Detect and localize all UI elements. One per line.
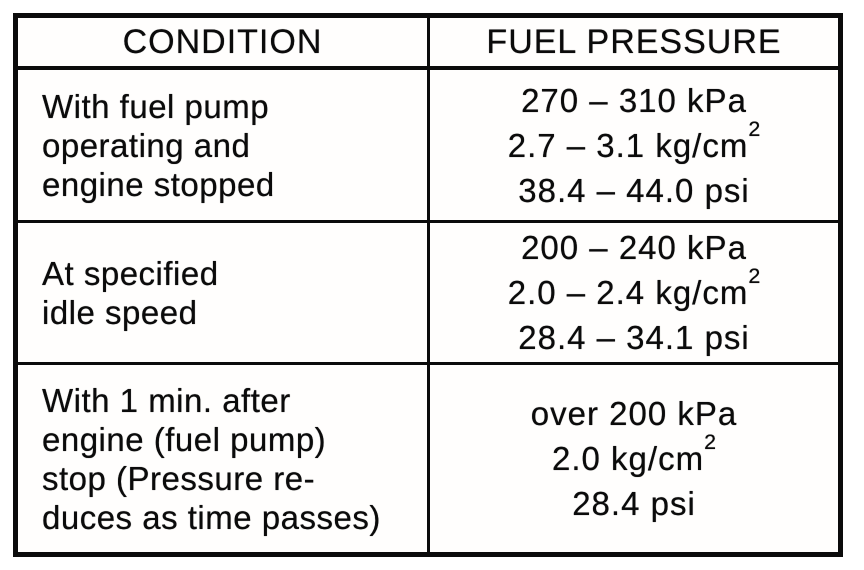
condition-cell-row2: At specified idle speed [18,223,430,365]
condition-cell-row3: With 1 min. after engine (fuel pump) sto… [18,365,430,552]
header-condition-label: CONDITION [122,22,323,61]
pressure-psi-value: 38.4 – 44.0 psi [518,171,750,209]
pressure-cell-row3: over 200 kPa 2.0 kg/cm2 28.4 psi [430,365,838,552]
condition-cell-row1: With fuel pump operating and engine stop… [18,70,430,223]
condition-line: At specified [42,254,219,292]
pressure-kgcm-text: 2.0 – 2.4 kg/cm [507,274,749,311]
fuel-pressure-table: CONDITION FUEL PRESSURE With fuel pump o… [13,13,843,557]
superscript-two: 2 [704,430,716,454]
condition-line: engine stopped [42,165,275,203]
condition-line: stop (Pressure re- [42,459,316,497]
header-fuel-pressure-label: FUEL PRESSURE [486,22,782,61]
pressure-psi-value: 28.4 psi [572,485,696,522]
pressure-cell-row2: 200 – 240 kPa 2.0 – 2.4 kg/cm2 28.4 – 34… [430,223,838,365]
condition-line: With 1 min. after [42,381,291,419]
condition-line: duces as time passes) [42,498,381,536]
pressure-kgcm-text: 2.0 kg/cm [552,440,705,477]
superscript-two: 2 [748,264,761,288]
pressure-kpa-value: 200 – 240 kPa [521,229,747,266]
pressure-kpa-value: over 200 kPa [530,395,738,432]
pressure-kpa-value: 270 – 310 kPa [521,81,747,119]
header-fuel-pressure: FUEL PRESSURE [430,18,838,70]
pressure-kgcm-value: 2.7 – 3.1 kg/cm2 [507,118,761,168]
condition-line: operating and [42,126,251,164]
pressure-psi-value: 28.4 – 34.1 psi [518,319,750,356]
pressure-kgcm-value: 2.0 kg/cm2 [552,431,716,481]
pressure-kgcm-text: 2.7 – 3.1 kg/cm [507,126,749,164]
pressure-cell-row1: 270 – 310 kPa 2.7 – 3.1 kg/cm2 38.4 – 44… [430,70,838,223]
condition-line: idle speed [42,293,198,331]
condition-line: With fuel pump [42,87,270,125]
pressure-kgcm-value: 2.0 – 2.4 kg/cm2 [507,265,761,315]
condition-line: engine (fuel pump) [42,420,327,458]
superscript-two: 2 [748,116,761,141]
header-condition: CONDITION [18,18,430,70]
